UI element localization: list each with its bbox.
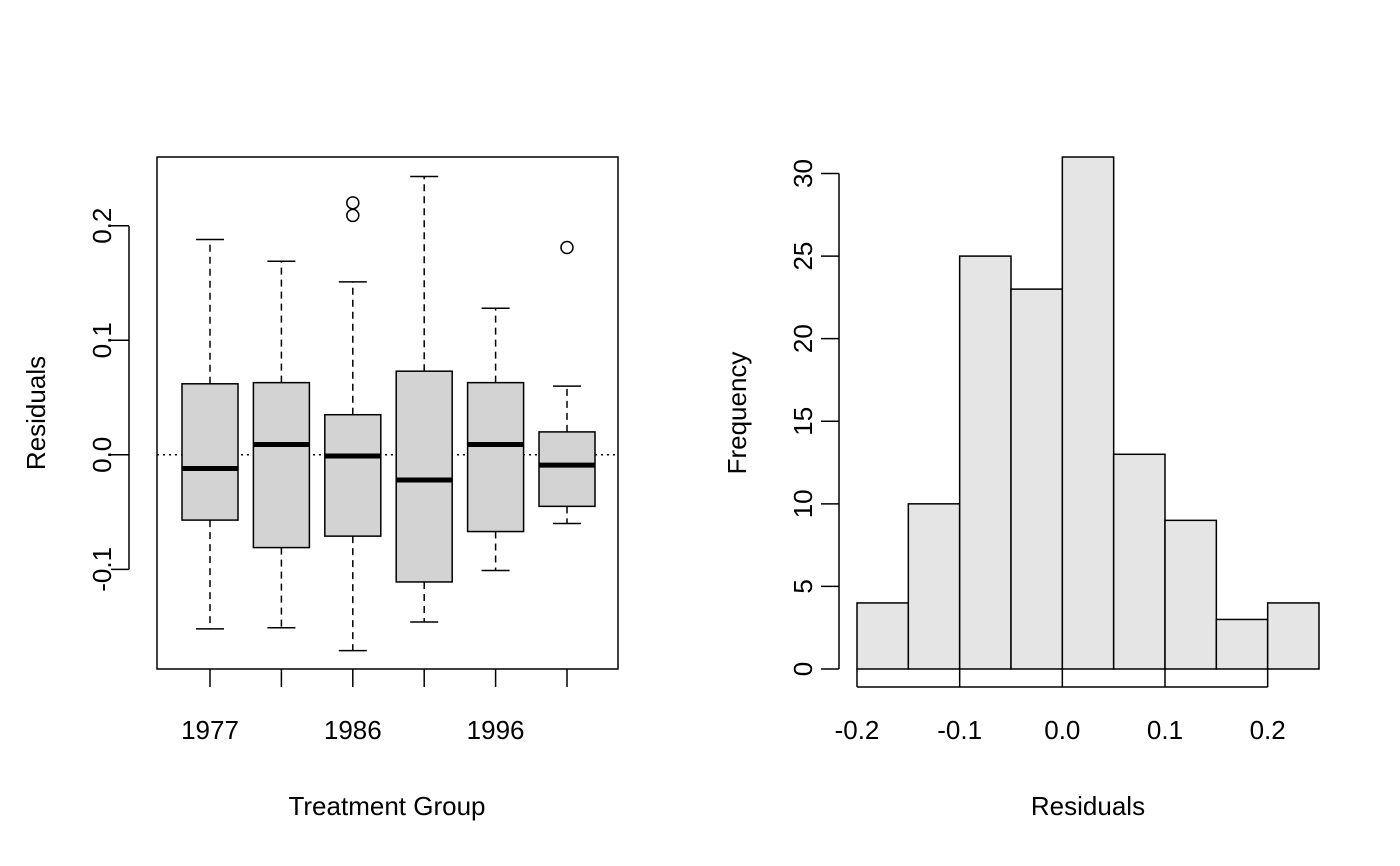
residual-histogram: -0.2 -0.1 0.0 0.1 0.2 0 5 10 15 20 25 30 Residuals Fr… <box>722 156 1320 821</box>
histogram-bar <box>907 503 961 670</box>
x-axis-title: Treatment Group <box>288 791 485 821</box>
histogram-bar <box>856 602 910 670</box>
y-tick-label: 0.1 <box>87 322 117 358</box>
histogram-bar <box>1061 156 1115 670</box>
iqr-box <box>395 370 453 583</box>
x-tick-label: 0.0 <box>1044 715 1080 745</box>
outlier-point <box>346 196 360 210</box>
x-tick-label: 1977 <box>181 715 239 745</box>
y-tick-label: 15 <box>788 407 818 436</box>
y-tick-label: 25 <box>788 242 818 271</box>
y-tick-label: 5 <box>788 579 818 593</box>
y-tick-label: 0 <box>788 662 818 676</box>
x-tick-label: 0.2 <box>1250 715 1286 745</box>
y-tick-label: 10 <box>788 489 818 518</box>
iqr-box <box>324 413 382 537</box>
histogram-bar <box>1010 288 1064 670</box>
x-tick-label: -0.2 <box>835 715 880 745</box>
box-group <box>181 238 239 630</box>
y-tick-label: 0.2 <box>87 208 117 244</box>
box-group <box>324 196 382 652</box>
y-axis-title: Residuals <box>21 356 51 470</box>
outlier-point <box>560 240 574 255</box>
x-tick-label: -0.1 <box>937 715 982 745</box>
histogram-bar <box>1215 618 1269 670</box>
box-group <box>395 175 453 623</box>
y-tick-label: 20 <box>788 324 818 353</box>
y-tick-label: -0.1 <box>87 547 117 592</box>
iqr-box <box>466 381 525 533</box>
histogram-bar <box>1112 453 1166 670</box>
iqr-box <box>181 383 239 521</box>
box-group <box>466 307 525 572</box>
box-group <box>252 260 311 629</box>
y-axis: 0 5 10 15 20 25 30 <box>788 159 840 676</box>
iqr-box <box>538 431 596 508</box>
histogram-bar <box>958 255 1012 670</box>
histogram-bar <box>1266 602 1320 670</box>
box-group <box>538 240 596 525</box>
x-axis-title: Residuals <box>1031 791 1145 821</box>
outlier-point <box>346 208 360 223</box>
iqr-box <box>252 381 311 549</box>
x-axis: -0.2 -0.1 0.0 0.1 0.2 <box>835 669 1286 745</box>
x-tick-label: 1986 <box>324 715 382 745</box>
y-axis-title: Frequency <box>722 352 752 475</box>
histogram-bar <box>1164 519 1218 670</box>
x-tick-label: 1996 <box>467 715 525 745</box>
y-tick-label: 0.0 <box>87 437 117 473</box>
x-tick-label: 0.1 <box>1147 715 1183 745</box>
y-tick-label: 30 <box>788 159 818 188</box>
y-axis: -0.1 0.0 0.1 0.2 <box>87 208 130 592</box>
residual-boxplot: -0.1 0.0 0.1 0.2 1977 1986 1996 Treatment Group… <box>21 156 619 821</box>
plot-frame <box>156 156 619 670</box>
